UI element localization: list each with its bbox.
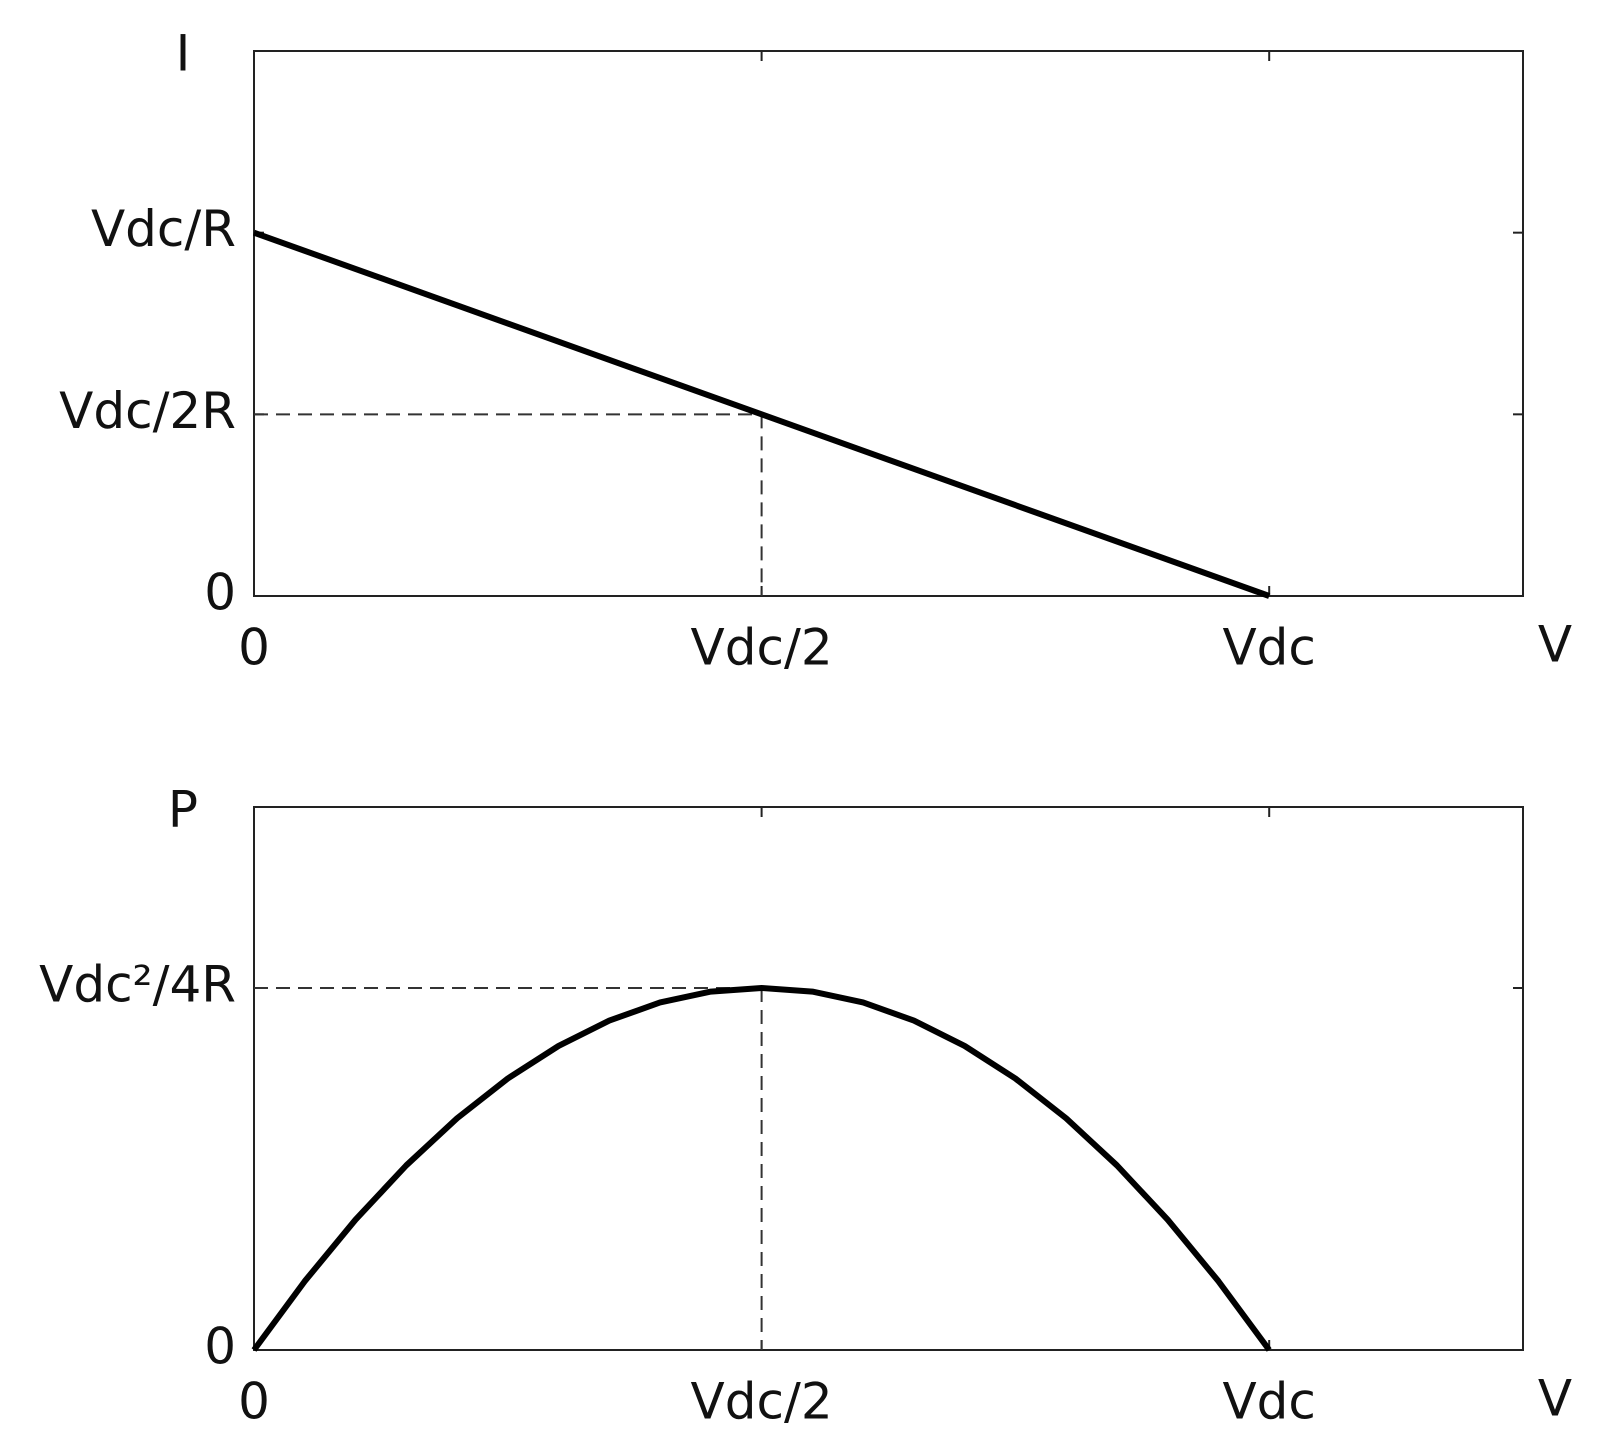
x-tick-label: 0 (238, 619, 270, 677)
y-tick-label: Vdc/2R (59, 382, 236, 440)
plot-frame (253, 806, 1524, 1351)
x-tick-label: Vdc (1222, 1373, 1315, 1431)
x-tick-label: Vdc (1222, 619, 1315, 677)
data-line (252, 229, 1271, 599)
plot-frame (253, 50, 1524, 597)
y-axis-label: P (168, 781, 198, 839)
x-axis-label: V (1538, 1370, 1572, 1428)
y-tick-label: 0 (204, 1318, 236, 1376)
x-tick-label: 0 (238, 1373, 270, 1431)
x-tick-label: Vdc/2 (691, 619, 833, 677)
y-tick-label: 0 (204, 564, 236, 622)
y-tick-label: Vdc/R (91, 200, 236, 258)
x-axis-label: V (1538, 616, 1572, 674)
y-tick-label: Vdc²/4R (39, 956, 236, 1014)
x-tick-label: Vdc/2 (691, 1373, 833, 1431)
y-axis-label: I (176, 25, 191, 83)
data-line (251, 985, 1272, 1352)
